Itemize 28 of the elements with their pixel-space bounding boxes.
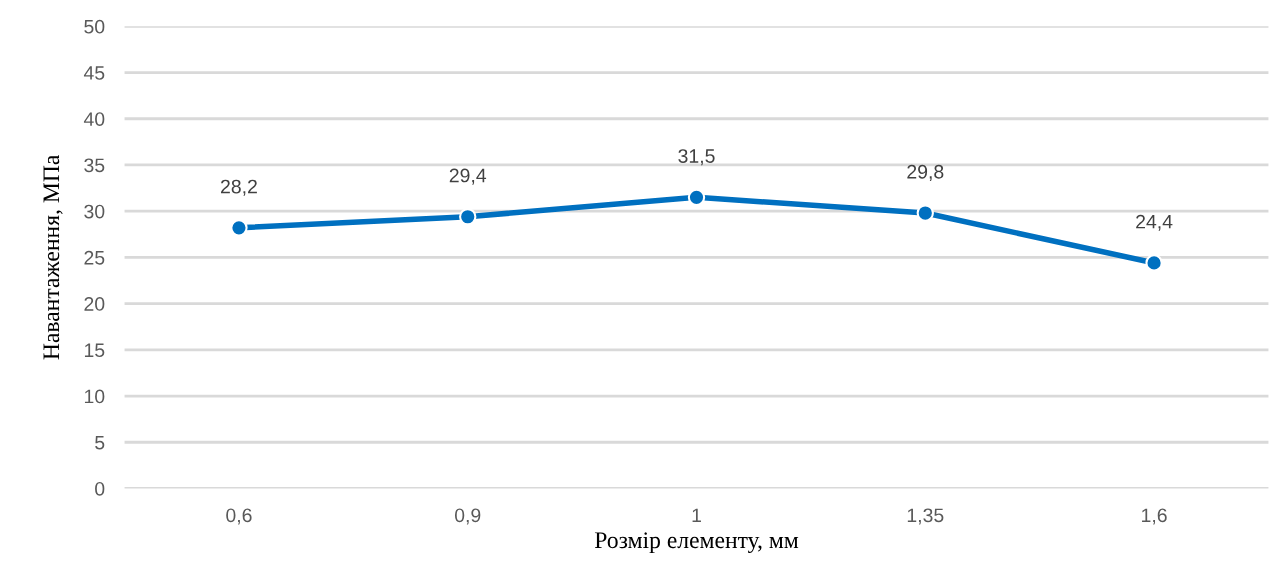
point: [459, 208, 477, 226]
point: [230, 219, 248, 237]
data-label: 29,4: [449, 168, 487, 185]
y-tick-label: 15: [84, 343, 105, 358]
y-tick-label: 20: [84, 297, 105, 311]
y-tick-label: 5: [95, 435, 105, 450]
y-axis-title: Навантаження, МПа: [43, 154, 63, 360]
x-tick-label: 0,9: [454, 508, 481, 525]
data-label: 31,5: [678, 149, 715, 166]
point: [687, 188, 706, 206]
data-label: 24,4: [1136, 214, 1173, 231]
x-tick-label: 1: [692, 508, 701, 523]
point: [1145, 254, 1163, 272]
data-label: 29,8: [907, 164, 944, 181]
y-tick-label: 25: [84, 250, 105, 265]
x-tick-label: 1,6: [1142, 508, 1167, 525]
y-tick-label: 40: [83, 112, 105, 126]
y-tick-label: 30: [84, 204, 105, 219]
y-tick-label: 45: [83, 66, 105, 80]
y-tick-label: 0: [95, 481, 105, 496]
y-tick-label: 35: [84, 158, 105, 173]
data-label: 28,2: [221, 179, 257, 196]
y-tick-label: 50: [84, 19, 105, 34]
x-tick-label: 0,6: [226, 508, 252, 525]
point: [916, 204, 934, 222]
x-tick-label: 1,35: [907, 508, 944, 525]
x-axis-title: Розмір елементу, мм: [594, 532, 799, 554]
y-tick-label: 10: [84, 389, 105, 404]
